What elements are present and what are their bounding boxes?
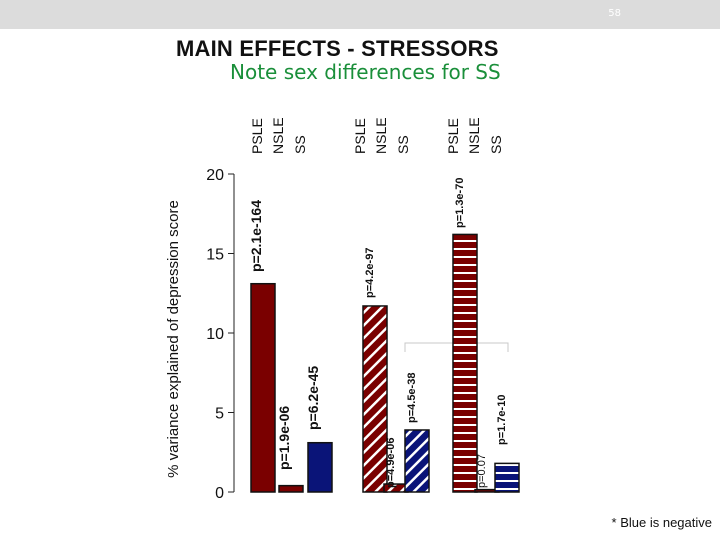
y-tick-label: 0	[215, 485, 224, 502]
y-tick-label: 20	[206, 167, 224, 184]
p-value-label: p=1.9e-06	[276, 406, 292, 470]
y-tick-label: 15	[206, 247, 224, 264]
bar	[362, 305, 388, 493]
bar	[404, 429, 430, 493]
p-value-label: p=1.3e-70	[454, 178, 466, 228]
bar	[250, 282, 276, 493]
group-header-label: SS	[292, 135, 308, 154]
p-value-label: p=1.7e-10	[496, 395, 508, 445]
p-value-label: p=4.2e-97	[364, 248, 376, 298]
p-value-label: p=0.07	[476, 454, 488, 488]
top-bar: 58	[0, 0, 720, 29]
p-value-label: p=4.9e-06	[385, 438, 397, 488]
slide-subtitle: Note sex differences for SS	[230, 60, 501, 84]
bar	[452, 233, 478, 493]
group-header-label: PSLE	[352, 118, 368, 154]
slide-title: MAIN EFFECTS - STRESSORS	[176, 36, 499, 61]
group-header-label: PSLE	[249, 118, 265, 154]
y-axis-label: % variance explained of depression score	[165, 200, 182, 478]
p-value-label: p=4.5e-38	[406, 373, 418, 423]
bar	[278, 484, 304, 493]
group-header-label: SS	[395, 135, 411, 154]
slide-number: 58	[608, 8, 621, 19]
group-header-label: PSLE	[445, 118, 461, 154]
group-header-label: NSLE	[270, 117, 286, 154]
bar	[307, 441, 333, 493]
footnote: * Blue is negative	[611, 515, 712, 530]
p-value-label: p=2.1e-164	[248, 200, 264, 272]
bar	[494, 462, 520, 493]
group-header-label: NSLE	[466, 117, 482, 154]
group-header-label: SS	[488, 135, 504, 154]
y-tick-label: 10	[206, 326, 224, 343]
p-value-label: p=6.2e-45	[305, 366, 321, 430]
group-header-label: NSLE	[373, 117, 389, 154]
y-tick-label: 5	[215, 406, 224, 423]
